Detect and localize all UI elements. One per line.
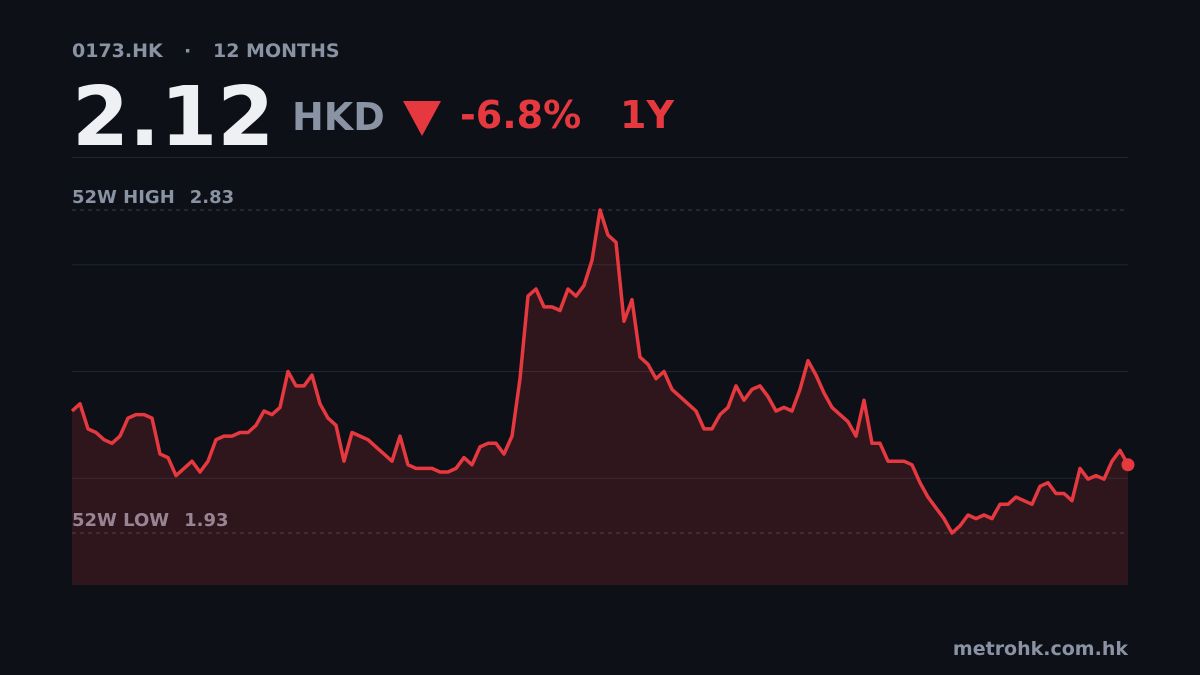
period: 12 MONTHS [213, 40, 340, 62]
footer: metrohk.com.hk [953, 638, 1128, 660]
currency: HKD [292, 95, 385, 139]
low-value: 1.93 [184, 510, 228, 531]
change: -6.8% [460, 93, 581, 137]
separator: · [184, 40, 191, 62]
price-area [72, 210, 1128, 585]
high-value: 2.83 [190, 187, 234, 208]
ticker: 0173.HK [72, 40, 164, 62]
price: 2.12 [72, 70, 274, 165]
last-point [1121, 458, 1135, 472]
low-label: 52W LOW [72, 510, 169, 531]
price-line [70, 208, 1130, 535]
range-label: 1Y [620, 93, 674, 137]
plot: 52W HIGH 2.83 52W LOW 1.93 [70, 187, 1135, 585]
high-label: 52W HIGH [72, 187, 175, 208]
down-arrow [403, 101, 441, 136]
